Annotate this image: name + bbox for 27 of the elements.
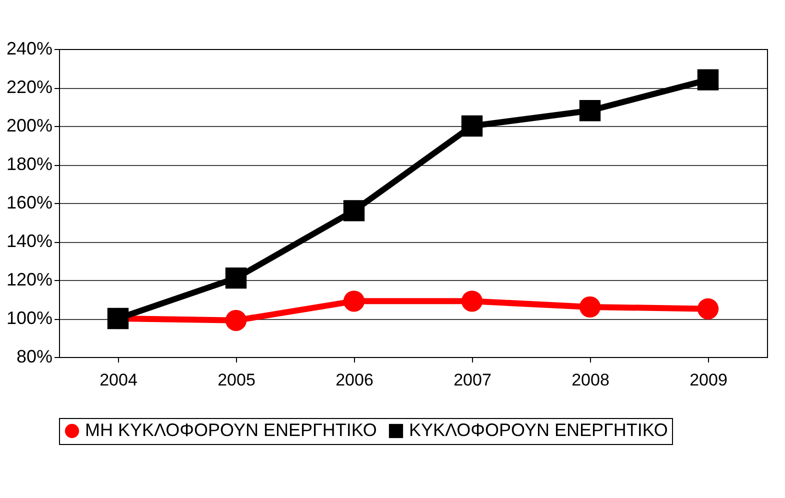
x-tick-label: 2005 bbox=[218, 370, 256, 390]
y-tick-label: 160% bbox=[6, 192, 52, 212]
point bbox=[461, 115, 483, 137]
y-tick-label: 240% bbox=[6, 38, 52, 58]
legend-label: ΜΗ ΚΥΚΛΟΦΟΡΟΥΝ ΕΝΕΡΓΗΤΙΚΟ bbox=[85, 420, 377, 440]
point bbox=[697, 69, 719, 90]
x-tick-label: 2006 bbox=[336, 370, 374, 390]
y-tick-label: 140% bbox=[6, 231, 52, 251]
point bbox=[697, 298, 719, 320]
y-tick-label: 180% bbox=[6, 154, 52, 174]
point bbox=[579, 296, 601, 318]
point bbox=[225, 267, 247, 289]
y-tick-label: 80% bbox=[16, 346, 52, 366]
x-tick-label: 2009 bbox=[690, 370, 728, 390]
legend-label: ΚΥΚΛΟΦΟΡΟΥΝ ΕΝΕΡΓΗΤΙΚΟ bbox=[409, 420, 668, 440]
x-tick-label: 2008 bbox=[572, 370, 610, 390]
point bbox=[579, 100, 601, 122]
point bbox=[461, 290, 483, 312]
point bbox=[343, 290, 365, 312]
x-tick-label: 2004 bbox=[100, 370, 138, 390]
y-tick-label: 200% bbox=[6, 116, 52, 136]
y-tick-label: 100% bbox=[6, 308, 52, 328]
y-tick-label: 120% bbox=[6, 270, 52, 290]
x-tick-label: 2007 bbox=[454, 370, 492, 390]
y-tick-label: 220% bbox=[6, 77, 52, 97]
point bbox=[343, 200, 365, 222]
point bbox=[225, 310, 247, 332]
